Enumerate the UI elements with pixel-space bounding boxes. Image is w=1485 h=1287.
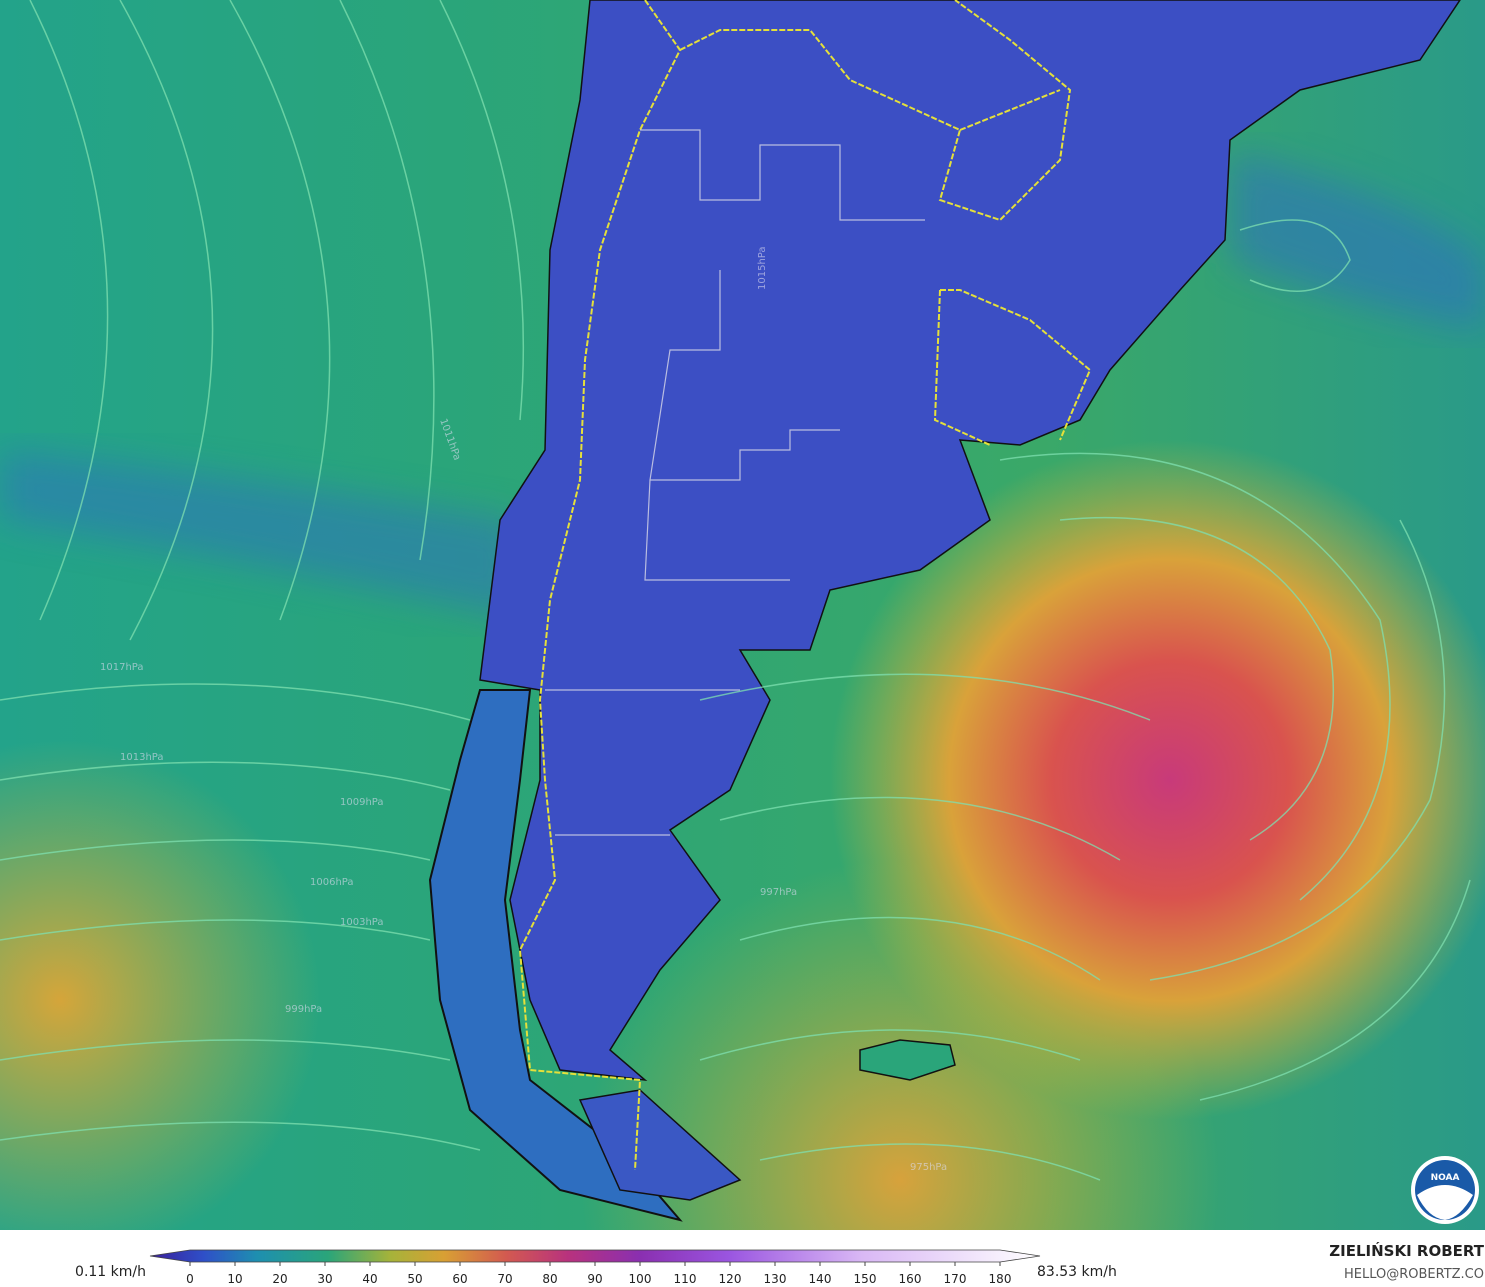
tick-label: 60	[452, 1272, 467, 1286]
color-bar	[149, 1249, 1041, 1263]
tick-label: 20	[272, 1272, 287, 1286]
isobar-label: 1015hPa	[757, 247, 768, 291]
isobar-label: 1017hPa	[100, 662, 144, 673]
legend-max: 83.53 km/h	[1037, 1264, 1117, 1280]
legend-min: 0.11 km/h	[75, 1264, 146, 1280]
tick-label: 100	[629, 1272, 652, 1286]
legend: 0.11 km/h 83.53 km/h 0 10 20 30 40 50 60 70 80 90…	[75, 1249, 1117, 1286]
isobar-label: 975hPa	[910, 1162, 947, 1173]
tick-label: 150	[854, 1272, 877, 1286]
isobar-label: 1009hPa	[340, 797, 384, 808]
land	[479, 0, 1461, 1082]
falkland-islands	[859, 1039, 956, 1081]
tick-label: 160	[899, 1272, 922, 1286]
isobar-label: 1003hPa	[340, 917, 384, 928]
author: ZIELIŃSKI ROBERT	[1329, 1241, 1484, 1260]
tierra-del-fuego	[578, 1089, 742, 1201]
isobar-label: 1013hPa	[120, 752, 164, 763]
tick-label: 90	[587, 1272, 602, 1286]
border	[679, 0, 1092, 446]
border	[518, 0, 682, 1171]
logo-wave	[1417, 1185, 1473, 1220]
email: HELLO@ROBERTZ.CO	[1344, 1267, 1484, 1282]
province-border	[545, 129, 925, 836]
logo-text: NOAA	[1431, 1173, 1460, 1183]
tick-label: 50	[407, 1272, 422, 1286]
tick-label: 180	[989, 1272, 1012, 1286]
tick-label: 40	[362, 1272, 377, 1286]
tick-label: 120	[719, 1272, 742, 1286]
tick-label: 130	[764, 1272, 787, 1286]
calm-zone	[0, 450, 520, 620]
credits: ZIELIŃSKI ROBERT HELLO@ROBERTZ.CO	[1329, 1241, 1484, 1282]
tick-label: 140	[809, 1272, 832, 1286]
tick-label: 80	[542, 1272, 557, 1286]
calm-zone	[1230, 150, 1485, 330]
tick-label: 170	[944, 1272, 967, 1286]
tick-label: 30	[317, 1272, 332, 1286]
tick-label: 0	[186, 1272, 194, 1286]
isobar-label: 999hPa	[285, 1004, 322, 1015]
isobar-label: 1006hPa	[310, 877, 354, 888]
noaa-logo: NOAA	[1411, 1156, 1479, 1224]
streamlines	[0, 0, 1471, 1181]
isobar-label: 997hPa	[760, 887, 797, 898]
legend-ticks: 0 10 20 30 40 50 60 70 80 90 100 110 120 130 140 150 160…	[186, 1262, 1011, 1286]
map: 1015hPa 1011hPa 1017hPa 1009hPa 1006hPa …	[0, 0, 1485, 1230]
tick-label: 110	[674, 1272, 697, 1286]
tick-label: 10	[227, 1272, 242, 1286]
tick-label: 70	[497, 1272, 512, 1286]
